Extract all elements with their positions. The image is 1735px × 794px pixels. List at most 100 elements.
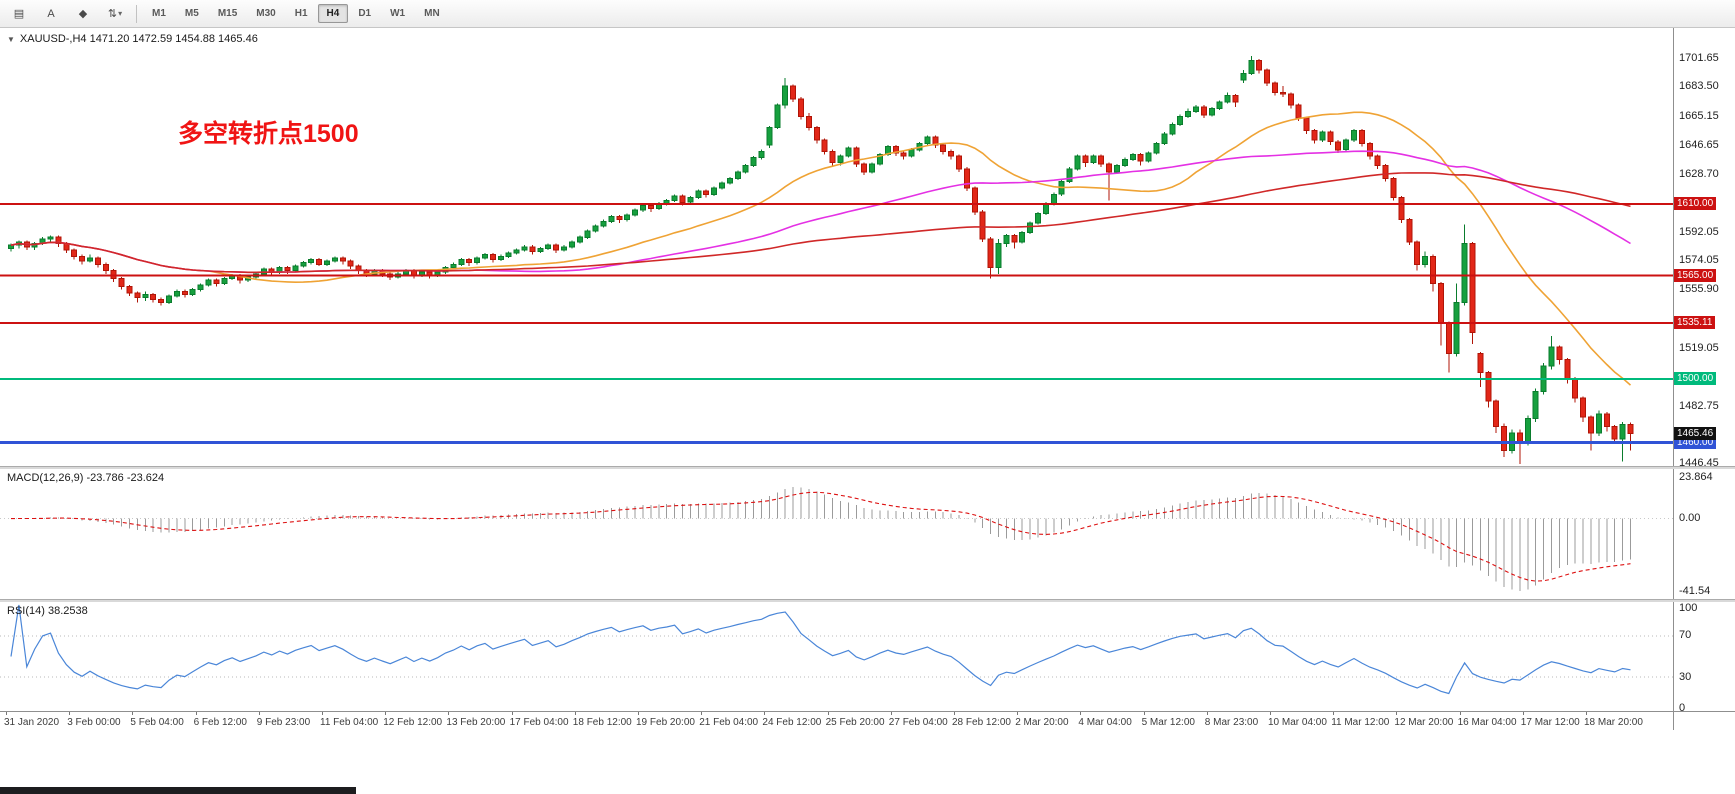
symbol-ohlc-info: ▼ XAUUSD-,H4 1471.20 1472.59 1454.88 146… bbox=[7, 33, 258, 45]
hline-price-tag: 1610.00 bbox=[1674, 197, 1717, 211]
time-tick bbox=[258, 712, 260, 715]
time-tick-label: 10 Mar 04:00 bbox=[1268, 717, 1327, 728]
toolbar: ▤ A ◆ ⇅ ▾ M1 M5 M15 M30 H1 H4 D1 W1 MN bbox=[0, 0, 1735, 28]
time-tick bbox=[132, 712, 134, 715]
indicators-icon: ⇅ bbox=[107, 8, 118, 20]
rsi-label: RSI(14) 38.2538 bbox=[7, 605, 88, 617]
time-tick-label: 11 Feb 04:00 bbox=[320, 717, 379, 728]
time-tick bbox=[764, 712, 766, 715]
axis-tick-label: 1555.90 bbox=[1679, 283, 1719, 296]
time-tick-label: 21 Feb 04:00 bbox=[699, 717, 759, 728]
time-tick-label: 5 Mar 12:00 bbox=[1141, 717, 1195, 728]
chart-window-icon: ▤ bbox=[13, 8, 25, 20]
time-tick-label: 25 Feb 20:00 bbox=[825, 717, 885, 728]
macd-panel: 23.864 0.00 -41.54 MACD(12,26,9) -23.786 -… bbox=[0, 469, 1735, 599]
axis-tick-label: 23.864 bbox=[1679, 470, 1713, 483]
axis-tick-label: 70 bbox=[1679, 629, 1692, 642]
drawing-tools-icon: ◆ bbox=[78, 8, 88, 20]
time-tick-label: 8 Mar 23:00 bbox=[1204, 717, 1259, 728]
timeframe-button-w1[interactable]: W1 bbox=[390, 8, 406, 19]
timeframe-button-h4[interactable]: H4 bbox=[317, 4, 349, 23]
collapse-arrow-icon[interactable]: ▼ bbox=[7, 34, 15, 44]
time-tick-label: 16 Mar 04:00 bbox=[1457, 717, 1517, 728]
time-tick bbox=[1396, 712, 1398, 715]
axis-tick-label: -41.54 bbox=[1679, 584, 1711, 597]
rsi-panel: 100 70 30 0 RSI(14) 38.2538 bbox=[0, 602, 1735, 714]
axis-tick-label: 0 bbox=[1679, 701, 1686, 714]
time-tick-label: 18 Mar 20:00 bbox=[1584, 717, 1643, 728]
timeframe-button-d1[interactable]: D1 bbox=[358, 8, 372, 19]
time-tick bbox=[574, 712, 576, 715]
axis-tick-label: 1646.65 bbox=[1679, 138, 1719, 151]
macd-axis[interactable]: 23.864 0.00 -41.54 bbox=[1673, 469, 1735, 599]
axis-tick-label: 1628.70 bbox=[1679, 167, 1719, 180]
timeframe-button-m30[interactable]: M30 bbox=[256, 8, 276, 19]
timeframe-button-m15[interactable]: M15 bbox=[217, 8, 238, 19]
rsi-chart-canvas[interactable] bbox=[0, 602, 1673, 711]
timeframe-button-m5[interactable]: M5 bbox=[184, 8, 199, 19]
drawing-toolbar: ▤ A ◆ ⇅ ▾ bbox=[4, 2, 130, 25]
time-tick-label: 17 Mar 12:00 bbox=[1520, 717, 1580, 728]
drawing-tools-button[interactable]: ◆ bbox=[68, 2, 98, 25]
window-background bbox=[0, 730, 1735, 787]
time-tick bbox=[511, 712, 513, 715]
time-tick-label: 12 Feb 12:00 bbox=[383, 717, 443, 728]
time-tick bbox=[322, 712, 323, 715]
time-tick bbox=[1206, 712, 1208, 715]
time-tick-label: 11 Mar 12:00 bbox=[1331, 717, 1390, 728]
panel-splitter[interactable] bbox=[0, 599, 1735, 602]
hline-price-tag: 1500.00 bbox=[1674, 372, 1717, 386]
time-tick-label: 31 Jan 2020 bbox=[4, 717, 60, 728]
axis-tick-label: 1519.05 bbox=[1679, 341, 1719, 354]
axis-tick-label: 1574.05 bbox=[1679, 254, 1719, 267]
taskbar-fragment bbox=[0, 787, 356, 794]
ohlc-text: XAUUSD-,H4 1471.20 1472.59 1454.88 1465.… bbox=[19, 33, 258, 45]
time-tick-label: 19 Feb 20:00 bbox=[636, 717, 695, 728]
time-tick bbox=[701, 712, 703, 715]
time-tick bbox=[1017, 712, 1019, 715]
text-label-tool-icon: A bbox=[47, 7, 55, 20]
time-tick-label: 13 Feb 20:00 bbox=[446, 717, 506, 728]
time-tick bbox=[1270, 712, 1271, 715]
axis-tick-label: 1701.65 bbox=[1679, 51, 1719, 64]
time-tick-label: 4 Mar 04:00 bbox=[1078, 717, 1132, 728]
price-chart-canvas[interactable] bbox=[0, 28, 1673, 466]
time-tick bbox=[6, 712, 7, 715]
hline-price-tag: 1565.00 bbox=[1674, 268, 1717, 282]
chart-annotation[interactable]: 多空转折点1500 bbox=[178, 120, 359, 148]
time-tick-label: 3 Feb 00:00 bbox=[67, 717, 121, 728]
panel-splitter[interactable] bbox=[0, 466, 1735, 469]
price-axis[interactable]: 1701.65 1683.50 1665.15 1646.65 1628.70 1592.… bbox=[1673, 28, 1735, 469]
axis-tick-label: 1683.50 bbox=[1679, 80, 1719, 93]
time-tick bbox=[385, 712, 387, 715]
axis-tick-label: 30 bbox=[1679, 670, 1692, 683]
time-tick bbox=[827, 712, 829, 715]
main-chart-panel: 1701.65 1683.50 1665.15 1646.65 1628.70 1592.… bbox=[0, 28, 1735, 469]
timeframe-button-h1[interactable]: H1 bbox=[294, 8, 308, 19]
time-tick-label: 24 Feb 12:00 bbox=[762, 717, 822, 728]
time-tick-label: 9 Feb 23:00 bbox=[256, 717, 311, 728]
time-tick bbox=[638, 712, 639, 715]
text-label-tool-button[interactable]: A bbox=[36, 2, 66, 25]
time-tick bbox=[954, 712, 955, 715]
time-tick-label: 28 Feb 12:00 bbox=[952, 717, 1011, 728]
axis-tick-label: 1482.75 bbox=[1679, 399, 1719, 412]
timeframe-button-mn[interactable]: MN bbox=[424, 8, 440, 19]
hline-price-tag: 1535.11 bbox=[1674, 316, 1716, 330]
indicators-button[interactable]: ⇅ ▾ bbox=[100, 2, 130, 25]
axis-tick-label: 100 bbox=[1679, 602, 1698, 614]
axis-tick-label: 1592.05 bbox=[1679, 225, 1719, 238]
time-tick-label: 6 Feb 12:00 bbox=[193, 717, 247, 728]
macd-chart-canvas[interactable] bbox=[0, 469, 1673, 599]
time-axis[interactable]: 31 Jan 2020 3 Feb 00:00 5 Feb 04:00 6 Feb 1… bbox=[0, 711, 1735, 730]
time-tick bbox=[1080, 712, 1082, 715]
time-tick bbox=[195, 712, 197, 715]
macd-label: MACD(12,26,9) -23.786 -23.624 bbox=[7, 472, 165, 484]
time-tick bbox=[1586, 712, 1587, 715]
chart-window-button[interactable]: ▤ bbox=[4, 2, 34, 25]
timeframe-button-m1[interactable]: M1 bbox=[152, 8, 166, 19]
toolbar-separator bbox=[136, 4, 137, 23]
rsi-axis[interactable]: 100 70 30 0 bbox=[1673, 602, 1735, 714]
time-tick-label: 5 Feb 04:00 bbox=[130, 717, 184, 728]
